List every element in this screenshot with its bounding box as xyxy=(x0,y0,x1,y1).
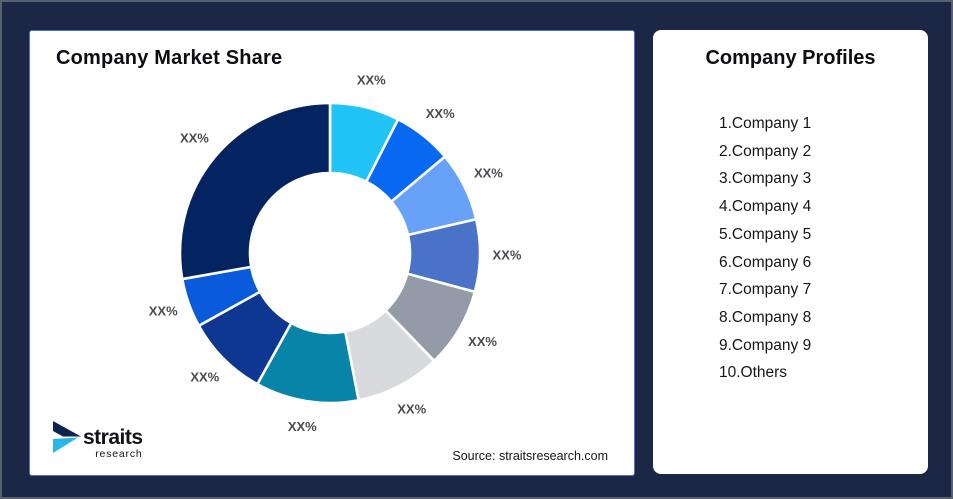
profile-list-item: 2.Company 2 xyxy=(719,142,812,160)
straits-logo-icon xyxy=(53,421,81,453)
logo-name: straits xyxy=(83,426,143,449)
profile-list-item: 5.Company 5 xyxy=(719,225,812,243)
profile-list-item: 4.Company 4 xyxy=(719,198,812,216)
logo-subtext: research xyxy=(95,448,143,460)
market-share-card: XX% XX% XX% XX% XX% XX% XX% XX% XX% XX% Company M… xyxy=(29,30,635,476)
slice-value-label: XX% xyxy=(468,334,497,349)
profile-list-item: 10.Others xyxy=(719,364,788,382)
source-note: Source: straitsresearch.com xyxy=(452,449,608,463)
profile-list-item: 8.Company 8 xyxy=(719,308,812,326)
profile-list-item: 7.Company 7 xyxy=(719,281,812,299)
slice-value-label: XX% xyxy=(474,165,503,180)
straits-research-logo: straits research xyxy=(51,421,143,460)
profiles-title: Company Profiles xyxy=(705,47,876,69)
slice-value-label: XX% xyxy=(190,370,219,385)
slice-value-label: XX% xyxy=(357,72,386,87)
donut-slice-10 xyxy=(178,101,332,281)
slice-value-label: XX% xyxy=(397,401,426,416)
slice-value-label: XX% xyxy=(426,106,455,121)
chart-title: Company Market Share xyxy=(56,47,283,69)
profile-list-item: 1.Company 1 xyxy=(719,115,812,132)
logo-text: straits research xyxy=(83,421,143,460)
profiles-list: 1.Company 1 2.Company 2 3.Company 3 4.Compa… xyxy=(719,110,918,387)
slice-value-label: XX% xyxy=(493,248,522,263)
profile-list-item: 3.Company 3 xyxy=(719,170,812,188)
profile-list-item: 9.Company 9 xyxy=(719,336,812,354)
company-profiles-card: Company Profiles 1.Company 1 2.Company 2 3… xyxy=(653,30,928,474)
slice-value-label: XX% xyxy=(180,131,209,146)
slice-value-label: XX% xyxy=(288,419,317,434)
market-share-donut-chart: XX% XX% XX% XX% XX% XX% XX% XX% XX% XX% xyxy=(149,72,522,434)
slice-value-label: XX% xyxy=(149,304,178,319)
profile-list-item: 6.Company 6 xyxy=(719,253,812,271)
